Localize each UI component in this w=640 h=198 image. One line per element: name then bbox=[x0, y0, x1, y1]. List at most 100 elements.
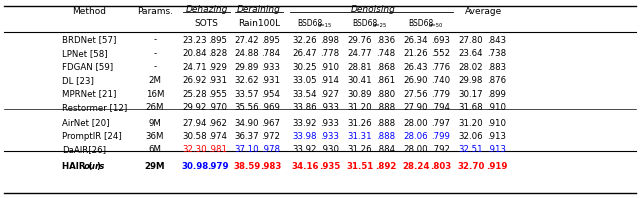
Text: .910: .910 bbox=[488, 103, 506, 112]
Text: 28.24: 28.24 bbox=[403, 162, 429, 171]
Text: 34.16: 34.16 bbox=[291, 162, 319, 171]
Text: .979: .979 bbox=[207, 162, 228, 171]
Text: 28.02: 28.02 bbox=[459, 63, 483, 71]
Text: 30.25: 30.25 bbox=[292, 63, 317, 71]
Text: ): ) bbox=[96, 162, 100, 171]
Text: Rain100L: Rain100L bbox=[238, 18, 280, 28]
Text: 32.62: 32.62 bbox=[235, 76, 259, 85]
Text: 30.41: 30.41 bbox=[348, 76, 372, 85]
Text: .883: .883 bbox=[488, 63, 507, 71]
Text: 24.77: 24.77 bbox=[348, 49, 372, 58]
Text: .927: .927 bbox=[321, 89, 339, 98]
Text: 27.56: 27.56 bbox=[404, 89, 428, 98]
Text: .967: .967 bbox=[262, 118, 280, 128]
Text: .888: .888 bbox=[376, 118, 396, 128]
Text: 26.43: 26.43 bbox=[404, 63, 428, 71]
Text: 30.89: 30.89 bbox=[348, 89, 372, 98]
Text: 32.30: 32.30 bbox=[182, 146, 207, 154]
Text: 29.92: 29.92 bbox=[183, 103, 207, 112]
Text: .888: .888 bbox=[376, 132, 396, 141]
Text: AirNet [20]: AirNet [20] bbox=[62, 118, 109, 128]
Text: DaAIR[26]: DaAIR[26] bbox=[62, 146, 106, 154]
Text: 20.84: 20.84 bbox=[182, 49, 207, 58]
Text: 32.26: 32.26 bbox=[292, 35, 317, 45]
Text: .910: .910 bbox=[321, 63, 339, 71]
Text: σ=15: σ=15 bbox=[318, 23, 332, 28]
Text: 26M: 26M bbox=[146, 103, 164, 112]
Text: FDGAN [59]: FDGAN [59] bbox=[62, 63, 113, 71]
Text: .884: .884 bbox=[376, 146, 396, 154]
Text: .974: .974 bbox=[209, 132, 227, 141]
Text: .933: .933 bbox=[321, 118, 339, 128]
Text: MPRNet [21]: MPRNet [21] bbox=[62, 89, 116, 98]
Text: 33.57: 33.57 bbox=[235, 89, 259, 98]
Text: 29.89: 29.89 bbox=[235, 63, 259, 71]
Text: .933: .933 bbox=[321, 103, 339, 112]
Text: .861: .861 bbox=[376, 76, 396, 85]
Text: 26.47: 26.47 bbox=[292, 49, 317, 58]
Text: .876: .876 bbox=[488, 76, 507, 85]
Text: 31.51: 31.51 bbox=[346, 162, 374, 171]
Text: .776: .776 bbox=[431, 63, 451, 71]
Text: .930: .930 bbox=[321, 146, 339, 154]
Text: 27.90: 27.90 bbox=[404, 103, 428, 112]
Text: 28.06: 28.06 bbox=[404, 132, 428, 141]
Text: 32.06: 32.06 bbox=[459, 132, 483, 141]
Text: 38.59: 38.59 bbox=[234, 162, 260, 171]
Text: 24.71: 24.71 bbox=[182, 63, 207, 71]
Text: .843: .843 bbox=[488, 35, 507, 45]
Text: .738: .738 bbox=[488, 49, 507, 58]
Text: 26.90: 26.90 bbox=[404, 76, 428, 85]
Text: .899: .899 bbox=[488, 89, 506, 98]
Text: .892: .892 bbox=[375, 162, 397, 171]
Text: .792: .792 bbox=[431, 146, 451, 154]
Text: .935: .935 bbox=[319, 162, 340, 171]
Text: .784: .784 bbox=[261, 49, 280, 58]
Text: 27.42: 27.42 bbox=[235, 35, 259, 45]
Text: 33.92: 33.92 bbox=[292, 146, 317, 154]
Text: .970: .970 bbox=[209, 103, 227, 112]
Text: .888: .888 bbox=[376, 103, 396, 112]
Text: 6M: 6M bbox=[148, 146, 161, 154]
Text: LPNet [58]: LPNet [58] bbox=[62, 49, 108, 58]
Text: Dehazing: Dehazing bbox=[186, 5, 228, 13]
Text: SOTS: SOTS bbox=[195, 18, 218, 28]
Text: .933: .933 bbox=[262, 63, 280, 71]
Text: Restormer [12]: Restormer [12] bbox=[62, 103, 127, 112]
Text: 23.64: 23.64 bbox=[459, 49, 483, 58]
Text: 33.05: 33.05 bbox=[292, 76, 317, 85]
Text: 36M: 36M bbox=[146, 132, 164, 141]
Text: 2M: 2M bbox=[148, 76, 161, 85]
Text: .919: .919 bbox=[486, 162, 508, 171]
Text: Average: Average bbox=[465, 7, 502, 15]
Text: Deraining: Deraining bbox=[237, 5, 281, 13]
Text: 28.00: 28.00 bbox=[404, 118, 428, 128]
Text: 23.23: 23.23 bbox=[182, 35, 207, 45]
Text: 16M: 16M bbox=[146, 89, 164, 98]
Text: 27.94: 27.94 bbox=[183, 118, 207, 128]
Text: Method: Method bbox=[72, 7, 106, 15]
Text: 30.98: 30.98 bbox=[181, 162, 209, 171]
Text: .978: .978 bbox=[262, 146, 280, 154]
Text: 9M: 9M bbox=[148, 118, 161, 128]
Text: 36.37: 36.37 bbox=[235, 132, 259, 141]
Text: PromptIR [24]: PromptIR [24] bbox=[62, 132, 122, 141]
Text: 28.81: 28.81 bbox=[348, 63, 372, 71]
Text: 34.90: 34.90 bbox=[235, 118, 259, 128]
Text: .794: .794 bbox=[431, 103, 451, 112]
Text: .797: .797 bbox=[431, 118, 451, 128]
Text: .910: .910 bbox=[488, 118, 506, 128]
Text: .955: .955 bbox=[209, 89, 227, 98]
Text: 31.20: 31.20 bbox=[348, 103, 372, 112]
Text: -: - bbox=[154, 35, 157, 45]
Text: .895: .895 bbox=[209, 35, 227, 45]
Text: BSD68: BSD68 bbox=[298, 18, 323, 28]
Text: 30.17: 30.17 bbox=[459, 89, 483, 98]
Text: .933: .933 bbox=[321, 132, 339, 141]
Text: 29.98: 29.98 bbox=[459, 76, 483, 85]
Text: 33.54: 33.54 bbox=[292, 89, 317, 98]
Text: .779: .779 bbox=[431, 89, 451, 98]
Text: 31.68: 31.68 bbox=[459, 103, 483, 112]
Text: .799: .799 bbox=[431, 132, 451, 141]
Text: BSD68: BSD68 bbox=[408, 18, 434, 28]
